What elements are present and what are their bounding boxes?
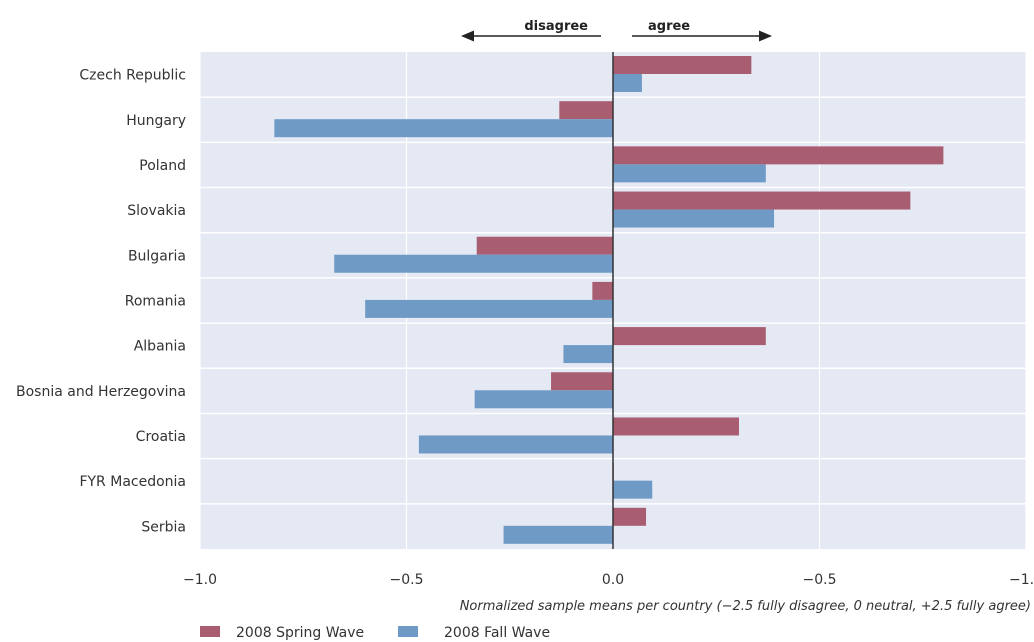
bar-spring-serbia bbox=[613, 507, 647, 526]
category-label: Bulgaria bbox=[128, 248, 186, 264]
x-tick-label: −0.5 bbox=[803, 572, 837, 588]
category-label: Czech Republic bbox=[79, 68, 186, 84]
category-label: Hungary bbox=[126, 113, 186, 129]
direction-indicator: disagree agree bbox=[461, 19, 772, 42]
bar-spring-albania bbox=[613, 327, 766, 346]
disagree-label: disagree bbox=[524, 19, 588, 34]
bar-spring-romania bbox=[592, 281, 613, 300]
bar-fall-serbia bbox=[503, 525, 613, 544]
legend: 2008 Spring Wave 2008 Fall Wave bbox=[200, 625, 550, 641]
bar-fall-bosnia-and-herzegovina bbox=[474, 390, 613, 409]
bar-fall-hungary bbox=[274, 119, 613, 138]
bar-fall-poland bbox=[613, 164, 766, 183]
bar-spring-slovakia bbox=[613, 191, 911, 210]
legend-swatch-spring bbox=[200, 626, 220, 637]
legend-swatch-fall bbox=[398, 626, 418, 637]
bar-spring-czech-republic bbox=[613, 56, 752, 74]
x-tick-label: 0.0 bbox=[602, 572, 624, 588]
bar-fall-slovakia bbox=[613, 209, 775, 228]
bar-fall-bulgaria bbox=[334, 254, 613, 273]
legend-label-spring: 2008 Spring Wave bbox=[236, 625, 364, 641]
legend-label-fall: 2008 Fall Wave bbox=[444, 625, 550, 641]
agree-label: agree bbox=[648, 19, 690, 34]
bar-fall-romania bbox=[365, 299, 613, 318]
bar-fall-fyr-macedonia bbox=[613, 480, 653, 499]
bar-fall-czech-republic bbox=[613, 74, 642, 92]
category-label: Croatia bbox=[136, 429, 186, 445]
bar-spring-bulgaria bbox=[476, 236, 613, 255]
agree-arrowhead bbox=[759, 30, 772, 42]
category-label: Slovakia bbox=[127, 203, 186, 219]
bars bbox=[274, 56, 944, 544]
bar-spring-poland bbox=[613, 146, 944, 165]
category-label: Poland bbox=[139, 158, 186, 174]
bar-fall-albania bbox=[563, 345, 613, 364]
category-label: Serbia bbox=[141, 519, 186, 535]
bar-fall-croatia bbox=[418, 435, 613, 454]
bar-spring-croatia bbox=[613, 417, 739, 436]
category-label: Albania bbox=[134, 339, 186, 355]
category-label: FYR Macedonia bbox=[79, 474, 186, 490]
bar-spring-bosnia-and-herzegovina bbox=[551, 372, 613, 391]
category-label: Bosnia and Herzegovina bbox=[16, 384, 186, 400]
bar-spring-hungary bbox=[559, 101, 613, 120]
x-axis-label: Normalized sample means per country (−2.… bbox=[460, 599, 1031, 614]
category-label: Romania bbox=[125, 294, 186, 310]
category-labels: Czech Republic Hungary Poland Slovakia Bulga… bbox=[16, 68, 186, 536]
x-tick-label: −1.0 bbox=[1009, 572, 1034, 588]
x-tick-label: −1.0 bbox=[183, 572, 217, 588]
x-tick-label: −0.5 bbox=[390, 572, 424, 588]
disagree-arrowhead bbox=[461, 30, 474, 42]
x-tick-labels: −1.0 −0.5 0.0 −0.5 −1.0 bbox=[183, 572, 1034, 588]
